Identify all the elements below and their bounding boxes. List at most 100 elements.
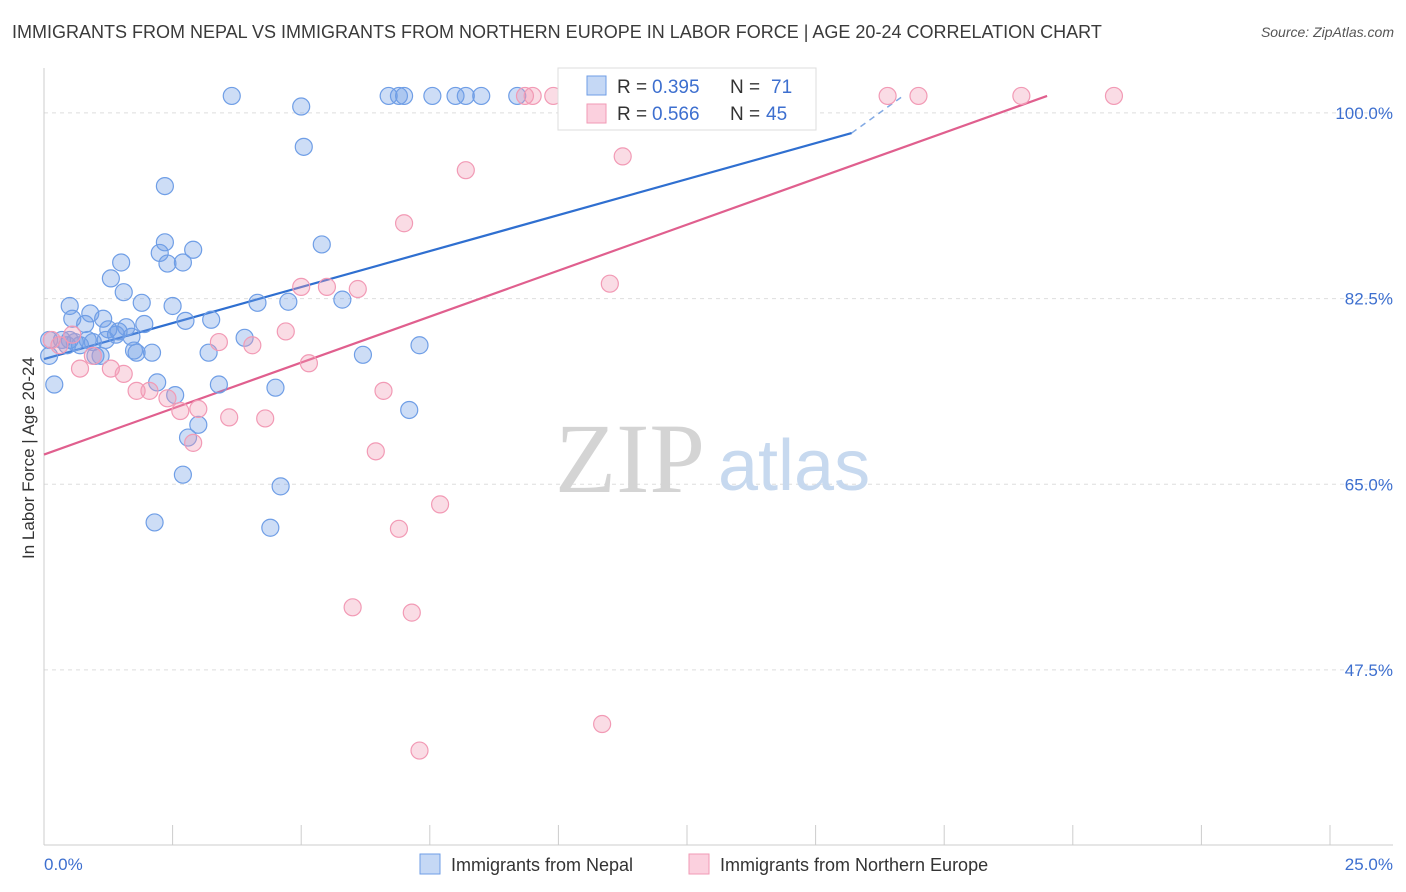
point-s1-41: [878, 86, 897, 106]
point-s1-2: [63, 325, 82, 344]
point-s1-6: [114, 364, 133, 383]
trend-line-1: [43, 94, 1048, 456]
point-s0-48: [235, 328, 254, 347]
legend-r-value-1: 0.395: [652, 77, 700, 98]
point-s0-60: [410, 336, 429, 355]
point-s1-36: [593, 714, 612, 734]
legend-n-label-2: N =: [730, 104, 760, 125]
point-s0-45: [202, 310, 221, 329]
point-s0-29: [142, 343, 162, 362]
point-s0-65: [446, 86, 465, 106]
point-s0-53: [279, 292, 298, 311]
point-s1-32: [523, 86, 542, 106]
point-s0-59: [400, 400, 419, 420]
point-s0-28: [135, 314, 154, 334]
point-s1-10: [171, 401, 190, 421]
point-s0-66: [456, 86, 475, 106]
point-s1-44: [1104, 86, 1124, 106]
point-s1-30: [456, 161, 475, 180]
point-s0-67: [472, 86, 491, 106]
axes: [43, 68, 1393, 846]
data-points: [40, 86, 1124, 760]
y-tick-label-1: 82.5%: [1345, 290, 1393, 309]
point-s1-26: [394, 214, 414, 233]
point-s1-21: [343, 598, 362, 617]
point-s1-4: [83, 346, 102, 365]
legend-swatch-nepal-bottom: [419, 853, 441, 875]
legend-r-value-2: 0.566: [652, 104, 700, 125]
point-s0-18: [101, 269, 120, 288]
point-s1-8: [140, 381, 159, 400]
point-s1-16: [256, 409, 275, 428]
legend-swatch-nepal: [586, 75, 607, 96]
y-tick-label-2: 65.0%: [1345, 475, 1393, 494]
x-tick-max: 25.0%: [1345, 855, 1393, 874]
point-s0-58: [353, 345, 373, 364]
point-s1-24: [374, 381, 393, 400]
legend-r-label-2: R =: [617, 104, 647, 125]
point-s1-43: [1012, 86, 1031, 106]
point-s0-9: [76, 314, 95, 334]
point-s1-29: [430, 495, 450, 514]
point-s0-26: [127, 343, 146, 362]
y-tick-label-3: 47.5%: [1345, 661, 1393, 680]
watermark-atlas: atlas: [718, 426, 870, 506]
point-s0-54: [292, 97, 311, 116]
point-s0-57: [333, 290, 352, 309]
point-s1-31: [515, 86, 535, 106]
y-tick-labels: 100.0% 82.5% 65.0% 47.5%: [1335, 104, 1393, 680]
y-tick-label-0: 100.0%: [1335, 104, 1393, 123]
point-s1-39: [600, 274, 619, 293]
gridlines: [44, 112, 1393, 671]
point-s1-1: [50, 336, 69, 355]
point-s0-56: [312, 235, 331, 254]
point-s1-17: [276, 322, 295, 341]
point-s1-23: [366, 442, 385, 461]
point-s1-9: [158, 389, 177, 408]
point-s1-12: [189, 399, 208, 419]
point-s1-28: [410, 741, 429, 760]
x-tick-min: 0.0%: [44, 855, 83, 874]
point-s0-38: [173, 253, 192, 272]
point-s0-63: [394, 86, 414, 106]
point-s0-41: [178, 428, 198, 447]
trend-lines: [43, 94, 1048, 456]
point-s0-55: [294, 137, 313, 156]
point-s0-46: [209, 375, 228, 394]
point-s1-37: [613, 147, 632, 166]
watermark-zip: ZIP: [555, 403, 705, 514]
point-s0-33: [155, 233, 174, 252]
point-s0-25: [124, 341, 144, 360]
point-s1-15: [243, 336, 262, 355]
point-s0-23: [117, 318, 136, 337]
point-s0-49: [248, 293, 267, 312]
stats-legend: R = 0.395 N = 71 R = 0.566 N = 45: [557, 67, 817, 131]
legend-n-label-1: N =: [730, 77, 760, 98]
point-s0-40: [176, 311, 195, 330]
point-s0-39: [173, 465, 192, 484]
point-s0-15: [94, 309, 113, 328]
point-s0-52: [271, 477, 290, 496]
point-s0-30: [145, 513, 164, 532]
chart-source: Source: ZipAtlas.com: [1260, 24, 1394, 40]
point-s1-14: [220, 408, 239, 427]
point-s1-13: [209, 332, 228, 352]
legend-label-northern-europe: Immigrants from Northern Europe: [720, 855, 988, 875]
point-s1-3: [70, 359, 90, 378]
point-s0-50: [261, 518, 280, 537]
point-s0-51: [266, 378, 285, 397]
point-s1-27: [402, 603, 421, 622]
point-s0-16: [96, 330, 115, 350]
trend-line-ext-0: [851, 95, 904, 134]
point-s1-7: [127, 381, 146, 400]
point-s1-22: [348, 279, 367, 299]
point-s0-36: [163, 296, 182, 316]
point-s0-21: [112, 253, 131, 272]
point-s0-22: [114, 283, 133, 302]
point-s0-27: [132, 293, 151, 312]
legend-swatch-northern-europe: [586, 103, 607, 124]
point-s0-62: [389, 86, 409, 106]
point-s0-43: [189, 415, 208, 434]
point-s1-20: [317, 277, 337, 296]
